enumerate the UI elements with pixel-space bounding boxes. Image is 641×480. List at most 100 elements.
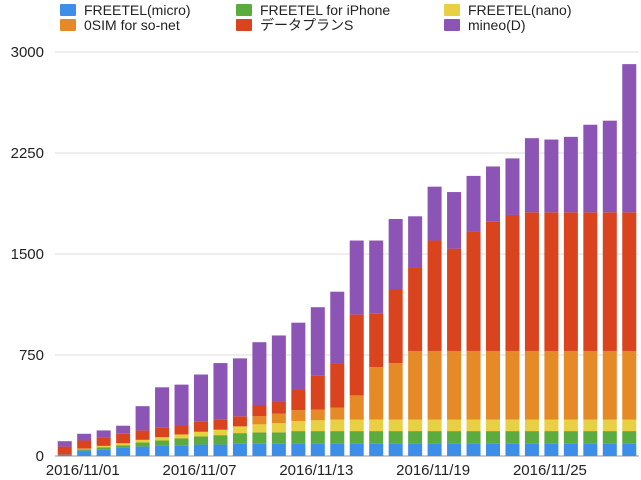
bar-segment <box>466 443 481 456</box>
bar-segment <box>505 214 520 351</box>
bar-segment <box>77 448 92 450</box>
legend-swatch <box>236 19 252 31</box>
bar-segment <box>116 443 131 446</box>
bar-segment <box>583 431 598 444</box>
bar-segment <box>485 419 501 432</box>
bar-segment <box>447 419 462 432</box>
bar-segment <box>466 431 481 444</box>
bars <box>57 64 637 456</box>
bar-segment <box>583 419 598 432</box>
bar-segment <box>602 431 617 444</box>
bar-segment <box>271 413 286 424</box>
bar-segment <box>408 431 423 444</box>
legend-swatch <box>236 4 252 16</box>
bar-segment <box>369 313 384 368</box>
bar-segment <box>524 419 539 432</box>
bar-segment <box>155 440 170 446</box>
bar-segment <box>271 335 286 402</box>
bar-segment <box>135 442 150 447</box>
bar-segment <box>388 289 403 364</box>
bar-segment <box>505 419 520 432</box>
y-tick-label: 3000 <box>11 44 44 61</box>
bar-segment <box>330 443 345 456</box>
bar-segment <box>602 419 617 432</box>
bar-segment <box>310 307 325 376</box>
bar-segment <box>388 443 403 456</box>
bar-segment <box>466 231 481 351</box>
bar-segment <box>96 447 111 450</box>
bar-segment <box>563 212 578 351</box>
bar-segment <box>622 443 637 456</box>
y-tick-label: 0 <box>36 448 44 465</box>
bar-segment <box>583 350 598 420</box>
legend-label: mineo(D) <box>468 17 526 33</box>
legend-swatch <box>444 19 460 31</box>
bar-segment <box>116 447 131 456</box>
bar-segment <box>524 138 539 213</box>
bar-segment <box>485 431 501 444</box>
bar-segment <box>232 426 247 434</box>
bar-segment <box>213 419 228 430</box>
bar-segment <box>291 390 306 411</box>
bar-segment <box>408 216 423 268</box>
bar-segment <box>271 401 286 414</box>
bar-segment <box>388 431 403 444</box>
legend-swatch <box>444 4 460 16</box>
bar-segment <box>193 436 209 445</box>
bar-segment <box>330 291 345 364</box>
bar-segment <box>135 430 150 440</box>
y-tick-label: 1500 <box>11 246 44 263</box>
bar-segment <box>155 427 170 438</box>
legend: FREETEL(micro) FREETEL for iPhone FREETEL(… <box>60 2 571 33</box>
bar-segment <box>563 431 578 444</box>
bar-segment <box>174 425 189 435</box>
bar-segment <box>57 441 72 447</box>
bar-segment <box>369 431 384 444</box>
bar-segment <box>485 166 501 222</box>
bar-segment <box>135 439 150 443</box>
bar-segment <box>232 416 247 427</box>
bar-segment <box>466 350 481 420</box>
bar-segment <box>252 432 267 444</box>
bar-segment <box>96 430 111 438</box>
bar-segment <box>310 431 325 444</box>
bar-segment <box>602 350 617 420</box>
bar-segment <box>583 443 598 456</box>
bar-segment <box>252 405 267 417</box>
bar-segment <box>408 267 423 351</box>
y-tick-label: 750 <box>19 347 44 364</box>
legend-swatch <box>60 4 76 16</box>
bar-segment <box>349 431 364 444</box>
bar-segment <box>330 363 345 408</box>
bar-segment <box>77 433 92 441</box>
bar-segment <box>349 443 364 456</box>
bar-segment <box>563 350 578 420</box>
bar-segment <box>466 419 481 432</box>
bar-segment <box>174 438 189 446</box>
bar-segment <box>193 431 209 437</box>
bar-segment <box>388 218 403 290</box>
bar-segment <box>77 450 92 456</box>
bar-segment <box>447 443 462 456</box>
bar-segment <box>155 387 170 428</box>
bar-segment <box>291 431 306 444</box>
bar-segment <box>524 212 539 351</box>
legend-label: FREETEL(micro) <box>84 2 191 18</box>
bar-segment <box>408 350 423 420</box>
bar-segment <box>213 363 228 420</box>
bar-segment <box>602 443 617 456</box>
bar-segment <box>544 419 559 432</box>
x-tick-label: 2016/11/19 <box>396 462 470 479</box>
bar-segment <box>271 443 286 456</box>
bar-segment <box>291 420 306 432</box>
bar-segment <box>563 443 578 456</box>
bar-segment <box>622 350 637 420</box>
bar-segment <box>349 314 364 396</box>
bar-segment <box>193 421 209 432</box>
bar-segment <box>369 419 384 432</box>
bar-segment <box>505 431 520 444</box>
bar-segment <box>96 437 111 446</box>
bar-segment <box>505 443 520 456</box>
bar-segment <box>349 395 364 420</box>
bar-segment <box>252 424 267 433</box>
